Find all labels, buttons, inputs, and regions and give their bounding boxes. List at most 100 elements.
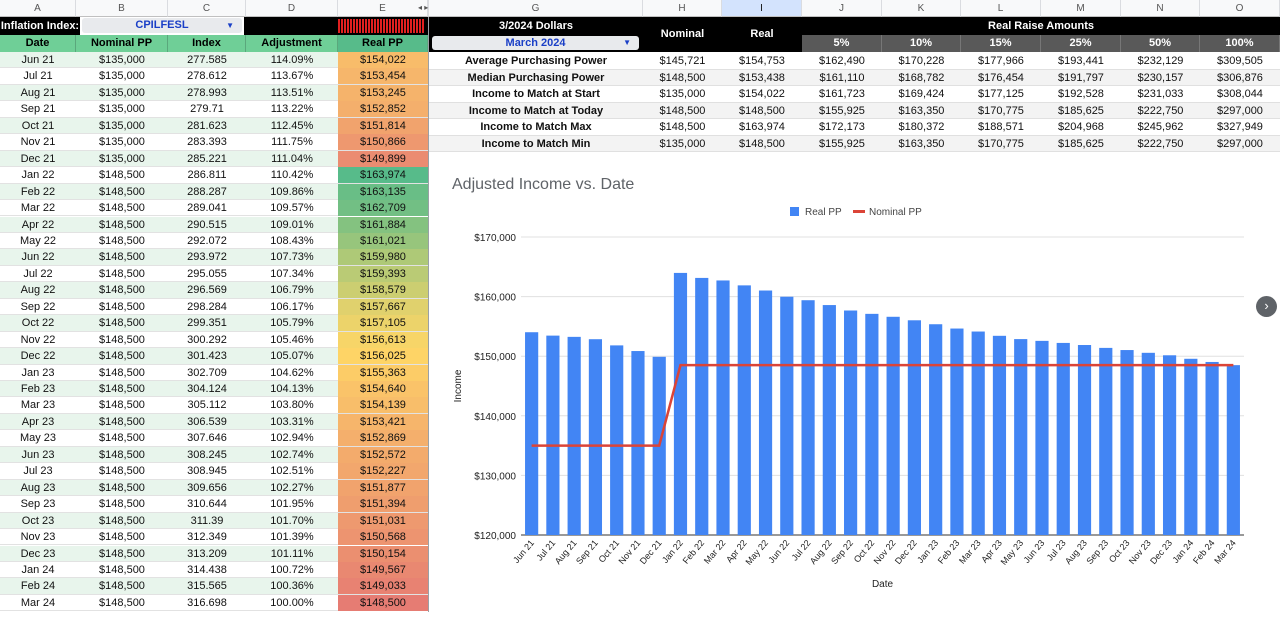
cell-date[interactable]: Sep 23 bbox=[20, 498, 56, 511]
cell-nominal[interactable]: $148,500 bbox=[99, 563, 145, 576]
cell-date[interactable]: Dec 23 bbox=[20, 547, 56, 560]
summary-raise[interactable]: $161,723 bbox=[819, 88, 865, 100]
cell-nominal[interactable]: $135,000 bbox=[99, 103, 145, 116]
summary-raise[interactable]: $192,528 bbox=[1058, 88, 1104, 100]
summary-raise[interactable]: $169,424 bbox=[898, 88, 945, 100]
column-header-H[interactable]: H bbox=[643, 0, 722, 17]
cell-nominal[interactable]: $148,500 bbox=[99, 317, 145, 330]
cell-index[interactable]: 296.569 bbox=[187, 284, 227, 297]
cell-date[interactable]: Sep 22 bbox=[20, 300, 56, 313]
summary-real[interactable]: $148,500 bbox=[739, 104, 785, 117]
summary-raise[interactable]: $170,775 bbox=[978, 137, 1024, 150]
cell-adj[interactable]: 101.95% bbox=[270, 498, 314, 511]
cell-nominal[interactable]: $148,500 bbox=[99, 580, 145, 593]
cell-index[interactable]: 315.565 bbox=[187, 580, 227, 593]
column-header-C[interactable]: C bbox=[168, 0, 246, 17]
cell-adj[interactable]: 110.42% bbox=[270, 169, 314, 182]
summary-raise[interactable]: $180,372 bbox=[898, 121, 945, 133]
cell-real[interactable]: $154,640 bbox=[338, 381, 428, 397]
summary-raise[interactable]: $297,000 bbox=[1217, 104, 1263, 117]
cell-index[interactable]: 278.612 bbox=[187, 70, 227, 83]
cell-index[interactable]: 281.623 bbox=[187, 119, 227, 132]
cell-index[interactable]: 316.698 bbox=[187, 596, 227, 609]
cell-adj[interactable]: 102.51% bbox=[270, 465, 314, 478]
cell-adj[interactable]: 109.86% bbox=[270, 185, 314, 198]
summary-label[interactable]: Average Purchasing Power bbox=[464, 55, 608, 67]
cell-date[interactable]: Sep 21 bbox=[20, 103, 56, 116]
cell-index[interactable]: 301.423 bbox=[187, 350, 227, 363]
cell-date[interactable]: Nov 22 bbox=[20, 333, 56, 346]
cell-real[interactable]: $151,031 bbox=[338, 512, 428, 529]
cell-date[interactable]: Dec 21 bbox=[20, 152, 56, 165]
summary-raise[interactable]: $222,750 bbox=[1137, 104, 1184, 117]
cell-nominal[interactable]: $135,000 bbox=[99, 152, 145, 165]
cell-real[interactable]: $158,579 bbox=[338, 282, 428, 299]
summary-raise[interactable]: $308,044 bbox=[1217, 88, 1263, 100]
summary-raise[interactable]: $163,350 bbox=[898, 137, 945, 150]
cell-adj[interactable]: 107.73% bbox=[270, 251, 314, 264]
summary-nominal[interactable]: $148,500 bbox=[659, 104, 706, 117]
cell-adj[interactable]: 103.80% bbox=[270, 399, 314, 412]
summary-raise[interactable]: $309,505 bbox=[1217, 55, 1263, 67]
cell-real[interactable]: $150,154 bbox=[338, 545, 428, 562]
column-header-G[interactable]: G bbox=[429, 0, 643, 17]
column-header-N[interactable]: N bbox=[1121, 0, 1200, 17]
summary-raise[interactable]: $162,490 bbox=[819, 55, 865, 67]
cell-index[interactable]: 289.041 bbox=[187, 202, 227, 215]
month-dropdown[interactable]: March 2024 ▼ bbox=[432, 36, 639, 50]
column-header-A[interactable]: A bbox=[0, 0, 76, 17]
cell-index[interactable]: 312.349 bbox=[187, 531, 227, 544]
cell-date[interactable]: Jun 22 bbox=[21, 251, 55, 264]
cell-real[interactable]: $151,814 bbox=[338, 117, 428, 134]
summary-raise[interactable]: $297,000 bbox=[1217, 137, 1263, 150]
cell-date[interactable]: Aug 22 bbox=[20, 284, 56, 297]
cell-date[interactable]: Jun 23 bbox=[21, 448, 55, 461]
cell-date[interactable]: Jul 23 bbox=[23, 465, 53, 478]
cell-index[interactable]: 307.646 bbox=[187, 432, 227, 445]
summary-raise[interactable]: $327,949 bbox=[1217, 121, 1263, 133]
summary-nominal[interactable]: $135,000 bbox=[659, 88, 706, 100]
cell-adj[interactable]: 113.51% bbox=[270, 86, 314, 99]
cell-nominal[interactable]: $135,000 bbox=[99, 70, 145, 83]
summary-raise[interactable]: $163,350 bbox=[898, 104, 945, 117]
cell-real[interactable]: $154,022 bbox=[338, 52, 428, 68]
cell-nominal[interactable]: $148,500 bbox=[99, 251, 145, 264]
cell-adj[interactable]: 102.94% bbox=[270, 432, 314, 445]
cell-real[interactable]: $149,899 bbox=[338, 150, 428, 167]
summary-raise[interactable]: $176,454 bbox=[978, 71, 1024, 84]
cell-real[interactable]: $153,421 bbox=[338, 413, 428, 430]
cell-index[interactable]: 292.072 bbox=[187, 234, 227, 247]
cell-adj[interactable]: 112.45% bbox=[270, 119, 314, 132]
summary-label[interactable]: Income to Match at Today bbox=[468, 104, 604, 117]
cell-real[interactable]: $163,974 bbox=[338, 167, 428, 184]
cell-real[interactable]: $152,869 bbox=[338, 430, 428, 447]
cell-real[interactable]: $152,852 bbox=[338, 101, 428, 118]
cell-date[interactable]: Nov 21 bbox=[20, 136, 56, 149]
cell-nominal[interactable]: $148,500 bbox=[99, 547, 145, 560]
cell-adj[interactable]: 104.13% bbox=[270, 383, 314, 395]
cell-nominal[interactable]: $148,500 bbox=[99, 415, 145, 428]
cell-date[interactable]: May 23 bbox=[19, 432, 57, 445]
summary-raise[interactable]: $193,441 bbox=[1058, 55, 1104, 67]
cell-date[interactable]: Jul 22 bbox=[23, 267, 53, 280]
cell-date[interactable]: Oct 23 bbox=[21, 514, 55, 527]
chart-panel[interactable]: Adjusted Income vs. Date Real PP Nominal P… bbox=[429, 152, 1280, 612]
summary-raise[interactable]: $155,925 bbox=[819, 137, 865, 150]
summary-label[interactable]: Income to Match Min bbox=[481, 137, 591, 150]
summary-raise[interactable]: $230,157 bbox=[1137, 71, 1184, 84]
cell-nominal[interactable]: $148,500 bbox=[99, 267, 145, 280]
summary-nominal[interactable]: $145,721 bbox=[659, 55, 706, 67]
cell-real[interactable]: $156,613 bbox=[338, 331, 428, 348]
cell-index[interactable]: 286.811 bbox=[187, 169, 227, 182]
cell-adj[interactable]: 106.17% bbox=[270, 300, 314, 313]
column-header-E[interactable]: E bbox=[338, 0, 428, 17]
cell-index[interactable]: 300.292 bbox=[187, 333, 227, 346]
cell-index[interactable]: 277.585 bbox=[187, 54, 227, 66]
summary-raise[interactable]: $306,876 bbox=[1217, 71, 1263, 84]
cell-real[interactable]: $150,568 bbox=[338, 529, 428, 546]
cell-adj[interactable]: 111.04% bbox=[271, 152, 313, 165]
column-header-D[interactable]: D bbox=[246, 0, 338, 17]
summary-raise[interactable]: $172,173 bbox=[819, 121, 865, 133]
cell-adj[interactable]: 100.00% bbox=[270, 596, 314, 609]
cell-date[interactable]: Aug 23 bbox=[20, 481, 56, 494]
